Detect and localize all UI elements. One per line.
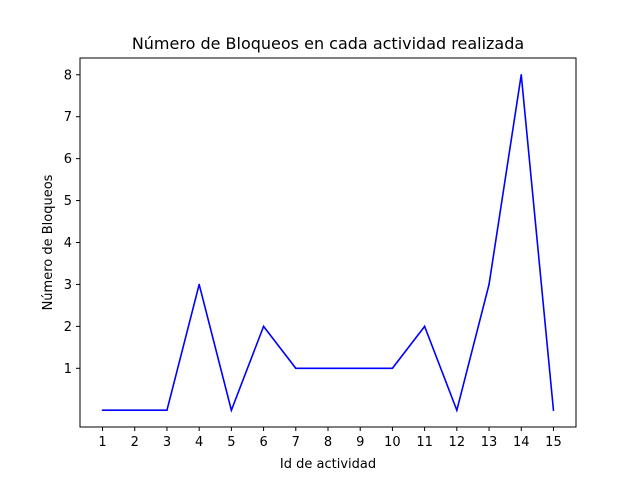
data-point: [327, 367, 329, 370]
x-tick-label: 13: [481, 435, 498, 450]
data-point: [294, 367, 297, 370]
data-point: [423, 325, 426, 328]
plot-frame: [79, 57, 577, 428]
x-tick-label: 2: [131, 435, 139, 450]
data-point: [198, 283, 200, 286]
y-tick-label: 8: [64, 68, 72, 83]
series-line: [102, 74, 555, 413]
data-point: [262, 325, 265, 328]
plot-area: [101, 73, 555, 413]
x-tick-label: 10: [384, 435, 401, 450]
data-point: [166, 409, 168, 412]
data-point: [520, 73, 523, 76]
y-axis: 1 2 3 4 5 6 7 8: [64, 68, 80, 377]
x-tick-label: 1: [98, 435, 106, 450]
x-tick-label: 14: [513, 435, 530, 450]
x-axis: 1 2 3 4 5 6 7 8 9 10 11 12 13 14 15: [98, 427, 562, 450]
data-point: [391, 367, 394, 370]
x-tick-label: 15: [545, 435, 562, 450]
data-point: [456, 409, 458, 412]
x-tick-label: 8: [324, 435, 332, 450]
data-point: [101, 409, 104, 412]
y-tick-label: 7: [64, 110, 72, 125]
y-axis-title: Número de Bloqueos: [41, 174, 56, 310]
x-tick-label: 5: [227, 435, 235, 450]
data-point: [230, 409, 233, 412]
x-tick-label: 11: [416, 435, 433, 450]
x-tick-label: 6: [259, 435, 267, 450]
chart-title: Número de Bloqueos en cada actividad rea…: [132, 34, 524, 53]
y-tick-label: 2: [64, 320, 72, 335]
data-point: [133, 409, 136, 412]
x-tick-label: 7: [292, 435, 300, 450]
y-tick-label: 3: [64, 278, 72, 293]
x-axis-title: Id de actividad: [280, 457, 376, 472]
data-point: [488, 283, 490, 286]
y-tick-label: 1: [64, 362, 72, 377]
data-point: [552, 409, 555, 412]
x-tick-label: 4: [195, 435, 203, 450]
data-point: [359, 367, 362, 370]
y-tick-label: 5: [64, 194, 72, 209]
x-tick-label: 12: [449, 435, 466, 450]
y-tick-label: 6: [64, 152, 72, 167]
x-tick-label: 3: [163, 435, 171, 450]
y-tick-label: 4: [64, 236, 72, 251]
x-tick-label: 9: [356, 435, 364, 450]
